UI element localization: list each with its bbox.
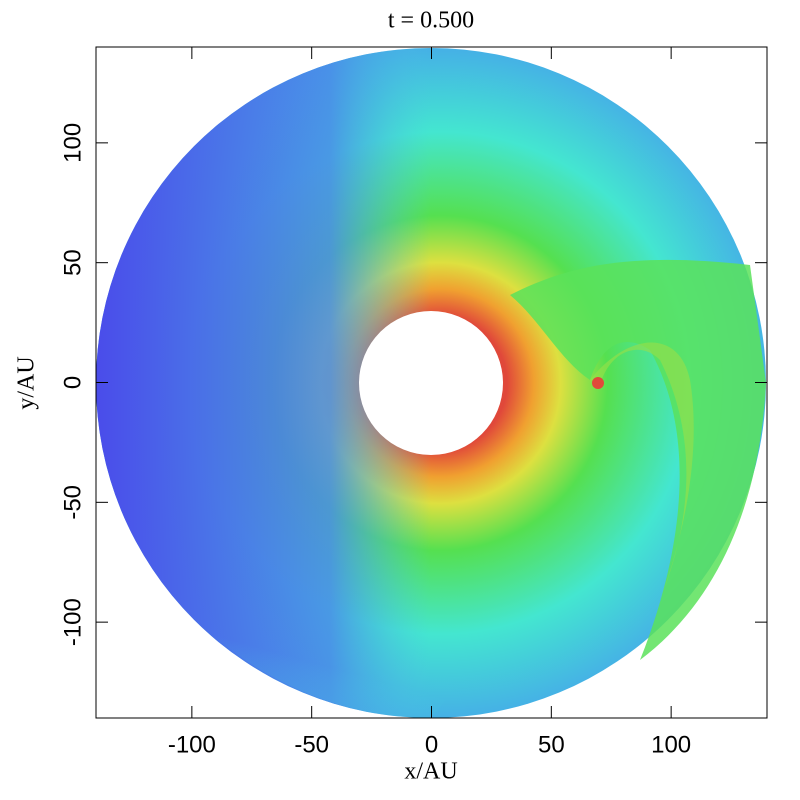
y-tick-label: 0: [59, 376, 86, 389]
y-axis-label: y/AU: [14, 356, 40, 409]
x-tick-label: 0: [425, 731, 438, 758]
inner-hole: [359, 311, 503, 455]
planet: [592, 377, 604, 389]
spiral-arm: [510, 259, 766, 660]
x-tick-label: 50: [538, 731, 565, 758]
x-tick-label: 100: [651, 731, 691, 758]
disk-shade: [110, 470, 560, 718]
x-tick-label: -100: [168, 731, 216, 758]
y-tick-label: -50: [59, 485, 86, 520]
y-tick-label: 50: [59, 249, 86, 276]
spiral-arm: [590, 342, 694, 600]
y-tick-label: 100: [59, 123, 86, 163]
x-axis-label: x/AU: [404, 759, 457, 785]
chart-title: t = 0.500: [388, 8, 474, 34]
y-tick-label: -100: [59, 598, 86, 646]
x-tick-label: -50: [294, 731, 329, 758]
density-image: [96, 48, 766, 718]
